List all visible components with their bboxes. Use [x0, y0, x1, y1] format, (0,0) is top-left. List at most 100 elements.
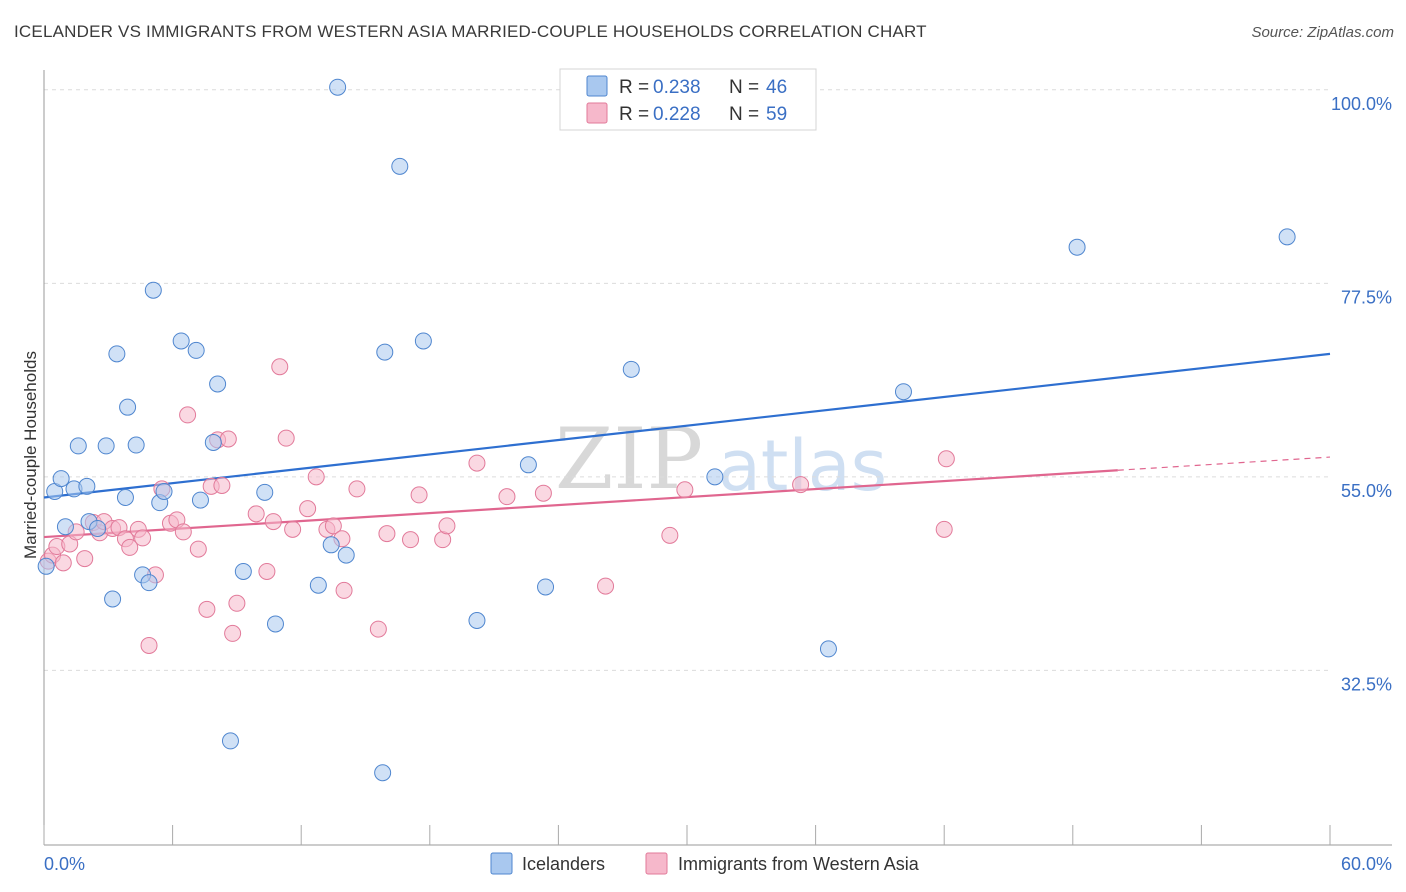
- icelanders-point-37: [468, 611, 486, 629]
- trendline-immigrants-extension: [1117, 456, 1331, 471]
- icelanders-point-2: [52, 470, 70, 488]
- immigrants-point-31: [247, 505, 265, 523]
- series-icelanders: [37, 78, 1296, 782]
- legend-r-value-1: 0.228: [653, 104, 701, 125]
- bottom-legend-swatch-icelanders: [490, 852, 513, 875]
- immigrants-point-35: [277, 429, 295, 447]
- icelanders-point-24: [209, 375, 227, 393]
- legend-r-label-0: R =: [619, 77, 649, 98]
- icelanders-point-33: [374, 764, 392, 782]
- icelanders-point-9: [97, 437, 115, 455]
- immigrants-point-46: [402, 531, 420, 549]
- icelanders-point-17: [144, 281, 162, 299]
- icelanders-point-0: [37, 557, 55, 575]
- icelanders-point-25: [221, 732, 239, 750]
- icelanders-point-32: [337, 546, 355, 564]
- immigrants-point-16: [140, 636, 158, 654]
- series-legend: Icelanders Immigrants from Western Asia: [490, 852, 920, 875]
- immigrants-point-27: [213, 476, 231, 494]
- trendline-icelanders: [43, 352, 1331, 499]
- icelanders-point-20: [172, 332, 190, 350]
- icelanders-point-31: [329, 78, 347, 96]
- immigrants-point-50: [468, 454, 486, 472]
- y-tick-label-1: 77.5%: [1341, 287, 1392, 307]
- immigrants-point-23: [189, 540, 207, 558]
- immigrants-point-3: [54, 554, 72, 572]
- immigrants-point-57: [935, 520, 953, 538]
- icelanders-point-8: [89, 519, 107, 537]
- y-axis-title: Married-couple Households: [21, 351, 40, 559]
- watermark-atlas: atlas: [718, 425, 887, 507]
- immigrants-point-47: [410, 486, 428, 504]
- icelanders-point-30: [322, 536, 340, 554]
- chart-title: ICELANDER VS IMMIGRANTS FROM WESTERN ASI…: [14, 22, 927, 41]
- icelanders-point-23: [204, 433, 222, 451]
- trendlines: [43, 352, 1331, 539]
- icelanders-point-10: [104, 590, 122, 608]
- immigrants-point-43: [348, 480, 366, 498]
- icelanders-point-11: [108, 345, 126, 363]
- trendline-immigrants: [43, 469, 1118, 539]
- immigrants-point-58: [937, 450, 955, 468]
- bottom-legend-label-immigrants: Immigrants from Western Asia: [678, 854, 920, 874]
- immigrants-point-29: [224, 624, 242, 642]
- immigrants-point-22: [179, 406, 197, 424]
- icelanders-point-21: [187, 341, 205, 359]
- icelanders-point-16: [140, 574, 158, 592]
- immigrants-point-28: [219, 430, 237, 448]
- icelanders-point-29: [309, 576, 327, 594]
- y-tick-label-2: 55.0%: [1341, 481, 1392, 501]
- y-tick-label-0: 100.0%: [1331, 94, 1392, 114]
- legend-r-value-0: 0.238: [653, 77, 701, 98]
- immigrants-point-42: [335, 581, 353, 599]
- legend-n-label-1: N =: [729, 104, 759, 125]
- stats-legend: R = 0.238 N = 46 R = 0.228 N = 59: [559, 68, 817, 131]
- immigrants-point-51: [498, 488, 516, 506]
- legend-n-label-0: N =: [729, 77, 759, 98]
- icelanders-point-12: [116, 488, 134, 506]
- immigrants-point-52: [534, 484, 552, 502]
- icelanders-point-27: [256, 483, 274, 501]
- immigrants-point-13: [121, 538, 139, 556]
- icelanders-point-41: [706, 468, 724, 486]
- legend-n-value-1: 59: [766, 104, 787, 125]
- immigrants-point-32: [258, 562, 276, 580]
- icelanders-point-14: [127, 436, 145, 454]
- immigrants-point-53: [597, 577, 615, 595]
- immigrants-point-34: [271, 358, 289, 376]
- legend-r-label-1: R =: [619, 104, 649, 125]
- grid-lines: [44, 89, 1330, 671]
- immigrants-point-56: [792, 476, 810, 494]
- axes: [43, 70, 1392, 846]
- immigrants-point-45: [378, 525, 396, 543]
- bottom-legend-swatch-immigrants: [645, 852, 668, 875]
- y-tick-label-3: 32.5%: [1341, 674, 1392, 694]
- y-tick-labels: 100.0% 77.5% 55.0% 32.5%: [1331, 94, 1392, 695]
- icelanders-point-3: [56, 518, 74, 536]
- source-credit: Source: ZipAtlas.com: [1251, 24, 1394, 41]
- icelanders-point-26: [234, 562, 252, 580]
- immigrants-point-37: [299, 500, 317, 518]
- legend-swatch-immigrants: [586, 102, 608, 124]
- icelanders-point-34: [376, 343, 394, 361]
- immigrants-point-40: [324, 517, 342, 535]
- immigrants-point-30: [228, 594, 246, 612]
- icelanders-point-42: [819, 640, 837, 658]
- bottom-legend-label-icelanders: Icelanders: [522, 854, 605, 874]
- icelanders-point-35: [391, 157, 409, 175]
- icelanders-point-38: [519, 456, 537, 474]
- x-ticks: [43, 825, 1331, 845]
- immigrants-point-38: [307, 468, 325, 486]
- icelanders-point-13: [119, 398, 137, 416]
- icelanders-point-44: [1068, 238, 1086, 256]
- immigrants-point-15: [134, 529, 152, 547]
- legend-n-value-0: 46: [766, 77, 787, 98]
- icelanders-point-28: [266, 615, 284, 633]
- icelanders-point-43: [894, 383, 912, 401]
- icelanders-point-5: [69, 437, 87, 455]
- immigrants-point-6: [76, 550, 94, 568]
- immigrants-point-44: [369, 620, 387, 638]
- icelanders-point-19: [155, 482, 173, 500]
- icelanders-point-22: [191, 491, 209, 509]
